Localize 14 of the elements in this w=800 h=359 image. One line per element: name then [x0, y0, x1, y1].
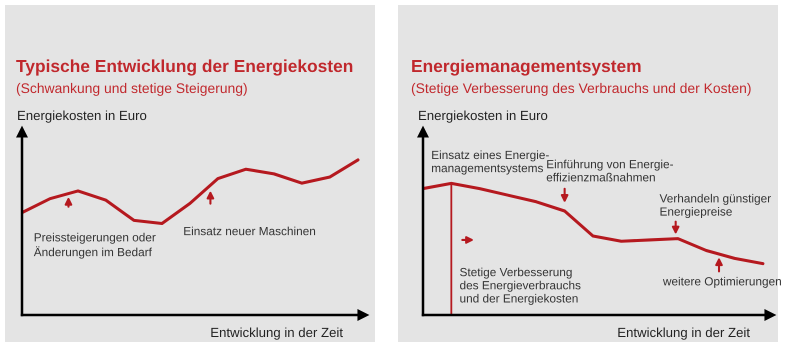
annotation: weitere Optimierungen	[662, 276, 781, 288]
annotation: Verhandeln günstiger Energiepreise	[660, 194, 771, 218]
chart-title: Energiemanagementsystem	[412, 59, 641, 76]
chart-subtitle: (Stetige Verbesserung des Verbrauchs und der Kosten)	[412, 82, 751, 96]
chart-subtitle: (Schwankung und stetige Steigerung)	[16, 82, 247, 96]
annotation: Preissteigerungen oder Änderungen im Bedarf	[34, 232, 156, 259]
annotation: Stetige Verbesserung des Energieverbrauchs und der Energiekosten	[460, 268, 581, 305]
x-axis-title: Entwicklung in der Zeit	[211, 327, 343, 340]
annotation: Einsatz neuer Maschinen	[184, 226, 316, 236]
chart-title: Typische Entwicklung der Energiekosten	[16, 59, 352, 76]
y-axis-title: Energiekosten in Euro	[18, 110, 146, 123]
y-axis-title: Energiekosten in Euro	[419, 110, 548, 123]
text: Einführung von Energie- effizienzmaßnahmen	[546, 160, 674, 182]
x-axis-title: Entwicklung in der Zeit	[618, 327, 750, 340]
